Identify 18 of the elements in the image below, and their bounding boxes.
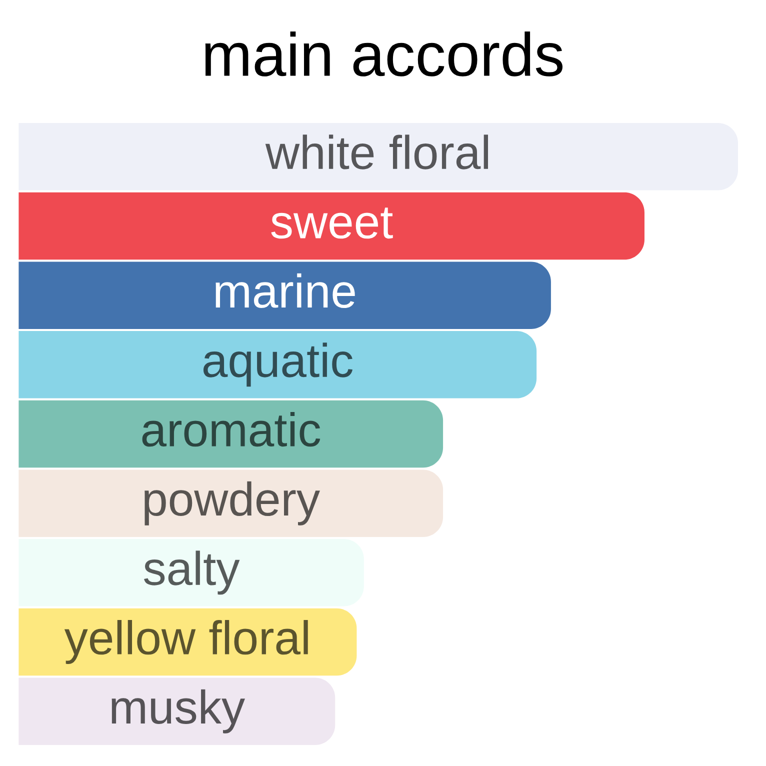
y-tick-label: white floral [265,134,488,170]
bar [18,192,644,260]
y-tick-label: powdery [144,481,320,526]
bar [18,470,444,537]
chart-title: main accords [205,32,563,76]
y-tick-label: sweet [271,208,393,239]
bar [18,400,444,468]
y-tick-label: salty [144,550,240,595]
y-tick-label: aquatic [203,342,352,387]
y-tick-label: aromatic [142,412,320,447]
y-tick-label: yellow floral [64,620,308,664]
bar [18,123,738,190]
y-tick-label: musky [112,689,245,734]
bar [18,331,537,398]
y-tick-label: marine [216,273,355,308]
bar [18,539,364,606]
bar [18,262,551,329]
bar [18,678,336,745]
